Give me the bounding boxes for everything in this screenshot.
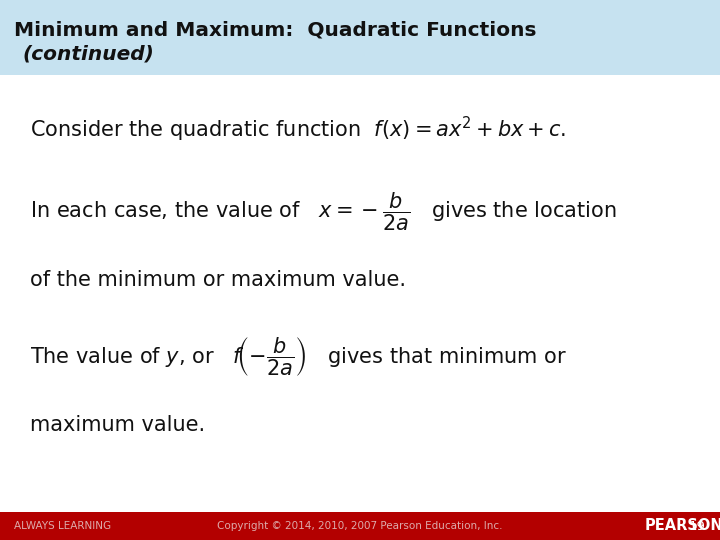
Text: (continued): (continued)	[22, 44, 154, 63]
Text: The value of $y$, or   $f\!\left(-\dfrac{b}{2a}\right)$   gives that minimum or: The value of $y$, or $f\!\left(-\dfrac{b…	[30, 335, 567, 378]
Bar	[0, 0, 720, 75]
Text: 19: 19	[688, 519, 705, 532]
Bar	[0, 512, 720, 540]
Text: Minimum and Maximum:  Quadratic Functions: Minimum and Maximum: Quadratic Functions	[14, 20, 536, 39]
Text: ALWAYS LEARNING: ALWAYS LEARNING	[14, 521, 111, 531]
Text: In each case, the value of   $x=-\dfrac{b}{2a}$   gives the location: In each case, the value of $x=-\dfrac{b}…	[30, 190, 616, 233]
Text: of the minimum or maximum value.: of the minimum or maximum value.	[30, 270, 406, 290]
Text: Copyright © 2014, 2010, 2007 Pearson Education, Inc.: Copyright © 2014, 2010, 2007 Pearson Edu…	[217, 521, 503, 531]
Text: PEARSON: PEARSON	[645, 518, 720, 534]
Text: maximum value.: maximum value.	[30, 415, 205, 435]
Text: Consider the quadratic function  $f(x)=ax^2+bx+c.$: Consider the quadratic function $f(x)=ax…	[30, 115, 567, 144]
